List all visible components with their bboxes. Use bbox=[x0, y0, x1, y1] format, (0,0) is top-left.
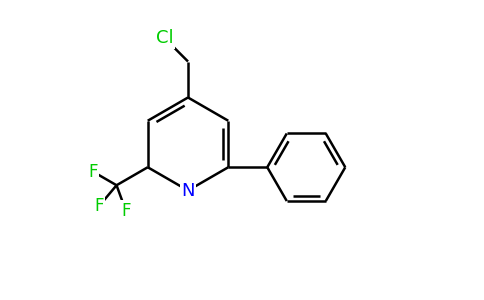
Text: F: F bbox=[94, 197, 104, 215]
Text: F: F bbox=[89, 163, 98, 181]
Text: F: F bbox=[121, 202, 131, 220]
Text: N: N bbox=[181, 182, 195, 200]
Text: Cl: Cl bbox=[156, 29, 173, 47]
